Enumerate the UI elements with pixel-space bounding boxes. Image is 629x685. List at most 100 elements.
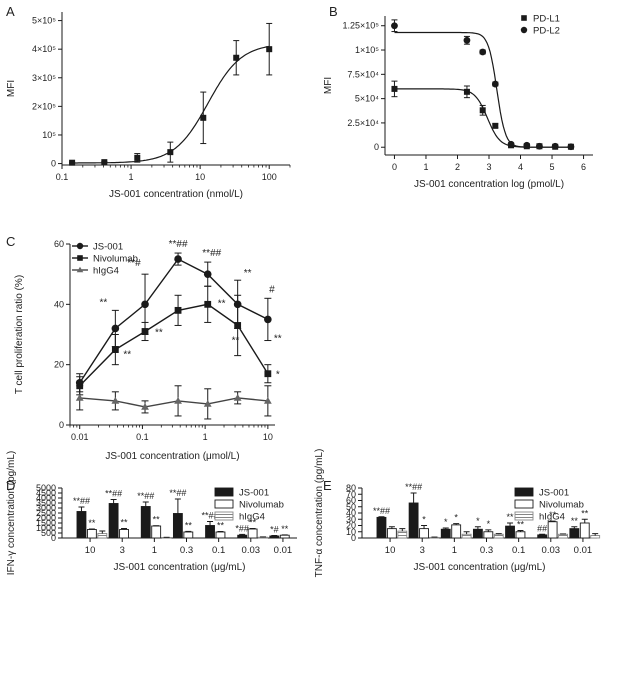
y-tick-label: 4×10⁵ xyxy=(32,44,56,54)
bar xyxy=(547,521,558,539)
x-tick-label: 0.1 xyxy=(136,432,149,442)
y-axis-title: TNF-α concentration (pg/mL) xyxy=(314,449,325,578)
bar xyxy=(172,513,183,539)
significance-label: ** xyxy=(99,297,107,308)
significance-label: ** xyxy=(217,521,225,531)
y-tick-label: 3000 xyxy=(36,503,56,513)
x-tick-label: 2 xyxy=(455,162,460,172)
data-point xyxy=(567,143,575,151)
significance-label: * xyxy=(487,519,491,529)
bar xyxy=(119,529,129,539)
x-tick-label: 0.01 xyxy=(274,545,293,556)
bar xyxy=(505,525,515,539)
x-tick-label: 3 xyxy=(420,545,425,556)
bar xyxy=(108,503,119,539)
significance-label: * xyxy=(422,515,426,525)
panel-letter: A xyxy=(6,4,15,19)
data-point xyxy=(174,396,182,404)
data-point xyxy=(264,315,272,324)
panel-letter: C xyxy=(6,234,15,249)
significance-label: ** xyxy=(185,520,193,530)
series-PD-L1 xyxy=(391,80,574,150)
data-point xyxy=(69,159,76,166)
bar xyxy=(279,534,290,539)
bar xyxy=(472,528,483,539)
panel-D: 0500100015002000250030003500400045005000… xyxy=(6,451,297,575)
data-point xyxy=(111,346,119,353)
data-point xyxy=(520,26,528,34)
significance-label: ** xyxy=(155,327,163,338)
panel-letter: B xyxy=(329,4,338,19)
bar xyxy=(183,531,194,539)
x-tick-label: 6 xyxy=(581,162,586,172)
legend-swatch xyxy=(514,499,534,509)
bar xyxy=(247,528,258,539)
data-point xyxy=(204,300,212,308)
x-tick-label: 10 xyxy=(263,432,273,442)
data-point xyxy=(523,141,531,149)
series-PD-L2 xyxy=(391,19,575,151)
significance-label: ## xyxy=(537,523,547,533)
legend-swatch xyxy=(514,511,534,521)
significance-label: **## xyxy=(373,506,390,516)
data-point xyxy=(479,107,486,114)
bar xyxy=(493,533,504,539)
legend-label: Nivolumab xyxy=(239,500,284,511)
significance-label: **## xyxy=(202,511,219,521)
x-tick-label: 0.03 xyxy=(542,545,561,556)
bar xyxy=(408,502,419,539)
x-tick-label: 10 xyxy=(385,545,396,556)
significance-label: ** xyxy=(274,334,282,345)
significance-label: **## xyxy=(73,496,90,506)
data-point xyxy=(76,266,84,273)
x-tick-label: 1 xyxy=(129,172,134,182)
y-tick-label: 5000 xyxy=(36,483,56,493)
data-point xyxy=(134,154,141,161)
y-tick-label: 2.5×10⁴ xyxy=(347,118,379,128)
series-line xyxy=(79,258,269,384)
significance-label: ** xyxy=(571,516,579,526)
y-axis-title: MFI xyxy=(6,80,17,97)
data-point xyxy=(234,322,242,329)
x-tick-label: 1 xyxy=(203,432,208,442)
series-line xyxy=(79,303,269,387)
legend-label: hIgG4 xyxy=(539,512,565,523)
x-axis-title: JS-001 concentration log (pmol/L) xyxy=(414,179,564,190)
bar xyxy=(86,529,97,539)
bar xyxy=(558,533,568,539)
x-tick-label: 0.01 xyxy=(574,545,593,556)
bar xyxy=(97,533,108,539)
legend-label: hIgG4 xyxy=(93,266,119,277)
significance-label: ** xyxy=(88,518,96,528)
legend-label: PD-L1 xyxy=(533,14,560,25)
y-tick-label: 70 xyxy=(346,489,356,499)
x-tick-label: 0 xyxy=(392,162,397,172)
significance-label: ** xyxy=(281,524,289,534)
legend-label: Nivolumab xyxy=(93,254,138,265)
y-tick-label: 0 xyxy=(59,420,64,430)
legend-label: Nivolumab xyxy=(539,500,584,511)
y-tick-label: 20 xyxy=(346,521,356,531)
data-point xyxy=(266,46,273,53)
x-tick-label: 3 xyxy=(486,162,491,172)
data-point xyxy=(203,270,212,278)
y-tick-label: 10⁵ xyxy=(42,130,56,140)
bar xyxy=(483,531,494,539)
data-point xyxy=(391,22,398,30)
y-tick-label: 2×10⁵ xyxy=(32,101,56,111)
data-point xyxy=(536,142,543,150)
x-tick-label: 1 xyxy=(152,545,157,556)
y-tick-label: 3500 xyxy=(36,498,56,508)
x-tick-label: 10 xyxy=(195,172,205,182)
data-point xyxy=(75,393,84,401)
y-tick-label: 4000 xyxy=(36,493,56,503)
legend-swatch xyxy=(514,487,534,497)
bar xyxy=(579,522,590,539)
x-tick-label: 0.1 xyxy=(512,545,525,556)
x-axis-title: JS-001 concentration (nmol/L) xyxy=(109,189,243,200)
bar xyxy=(461,533,472,539)
data-point xyxy=(551,142,559,150)
significance-label: ** xyxy=(581,508,589,518)
